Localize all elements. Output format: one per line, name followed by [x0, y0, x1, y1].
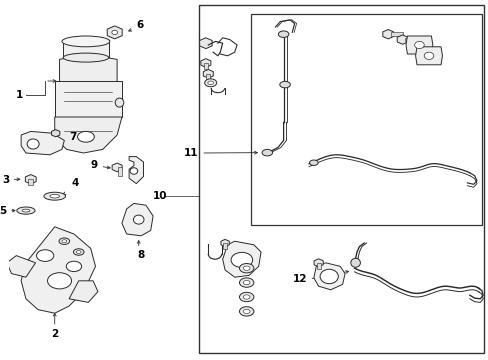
- Ellipse shape: [59, 238, 69, 244]
- Ellipse shape: [414, 41, 424, 49]
- Text: 11: 11: [184, 148, 198, 158]
- Text: 8: 8: [137, 250, 144, 260]
- Polygon shape: [7, 256, 36, 277]
- Bar: [118, 167, 122, 176]
- Ellipse shape: [112, 30, 117, 35]
- Polygon shape: [55, 117, 122, 153]
- Text: 9: 9: [91, 160, 98, 170]
- Ellipse shape: [133, 215, 143, 224]
- Ellipse shape: [320, 269, 338, 284]
- Ellipse shape: [115, 98, 123, 107]
- Polygon shape: [313, 263, 345, 290]
- Text: 7: 7: [69, 132, 76, 142]
- Ellipse shape: [350, 258, 360, 267]
- Polygon shape: [222, 241, 261, 277]
- Ellipse shape: [243, 295, 249, 299]
- Ellipse shape: [207, 81, 213, 85]
- Bar: [55, 81, 122, 117]
- Ellipse shape: [309, 160, 318, 166]
- Ellipse shape: [17, 207, 35, 214]
- Ellipse shape: [278, 31, 288, 37]
- Ellipse shape: [76, 251, 81, 253]
- Text: 12: 12: [292, 274, 307, 284]
- Bar: [251, 14, 481, 225]
- Ellipse shape: [63, 53, 108, 62]
- Text: 2: 2: [51, 329, 58, 339]
- Polygon shape: [21, 131, 64, 155]
- Ellipse shape: [47, 273, 71, 289]
- Ellipse shape: [44, 192, 65, 200]
- Ellipse shape: [78, 131, 94, 142]
- Polygon shape: [69, 281, 98, 302]
- Ellipse shape: [62, 240, 66, 243]
- Bar: [198, 5, 483, 353]
- Polygon shape: [122, 203, 153, 236]
- Polygon shape: [60, 54, 117, 92]
- Ellipse shape: [37, 250, 54, 261]
- Ellipse shape: [262, 149, 272, 156]
- Ellipse shape: [50, 194, 60, 198]
- Bar: [223, 243, 226, 249]
- Text: 3: 3: [2, 175, 9, 185]
- Text: 6: 6: [136, 20, 143, 30]
- Ellipse shape: [239, 292, 253, 302]
- Bar: [28, 179, 33, 185]
- Bar: [206, 74, 210, 80]
- Bar: [63, 40, 109, 58]
- Text: 5: 5: [0, 206, 7, 216]
- Text: 1: 1: [16, 90, 23, 100]
- Ellipse shape: [62, 36, 110, 47]
- Ellipse shape: [204, 79, 216, 87]
- Ellipse shape: [73, 249, 84, 255]
- Ellipse shape: [27, 139, 39, 149]
- Ellipse shape: [239, 307, 253, 316]
- Bar: [203, 63, 207, 69]
- Bar: [390, 32, 402, 36]
- Ellipse shape: [424, 52, 433, 59]
- Polygon shape: [21, 227, 95, 313]
- Polygon shape: [129, 157, 143, 184]
- Bar: [404, 38, 416, 41]
- Ellipse shape: [231, 252, 252, 267]
- Polygon shape: [405, 36, 432, 54]
- Text: 10: 10: [153, 191, 167, 201]
- Polygon shape: [415, 47, 442, 65]
- Ellipse shape: [239, 278, 253, 287]
- Bar: [316, 263, 320, 269]
- Ellipse shape: [243, 309, 249, 314]
- Ellipse shape: [243, 280, 249, 285]
- Ellipse shape: [243, 266, 249, 270]
- Ellipse shape: [130, 168, 138, 174]
- Ellipse shape: [279, 81, 290, 88]
- Ellipse shape: [66, 261, 81, 271]
- Ellipse shape: [239, 264, 253, 273]
- Ellipse shape: [22, 209, 30, 212]
- Text: 4: 4: [71, 178, 79, 188]
